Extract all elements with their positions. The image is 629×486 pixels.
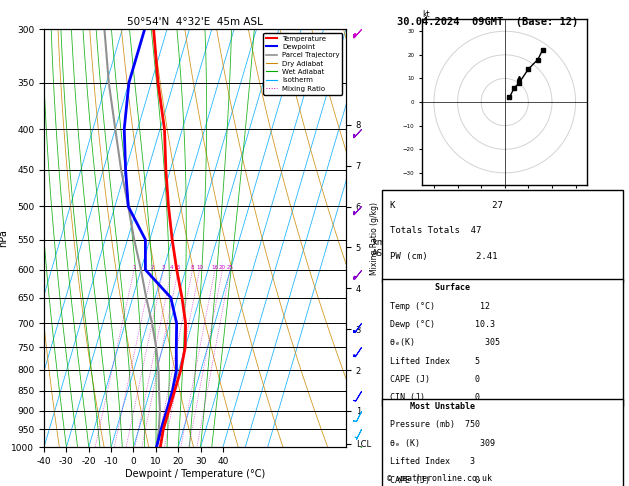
Text: θₑ (K)            309: θₑ (K) 309: [389, 439, 494, 448]
Text: 3: 3: [162, 265, 165, 270]
Legend: Temperature, Dewpoint, Parcel Trajectory, Dry Adiabat, Wet Adiabat, Isotherm, Mi: Temperature, Dewpoint, Parcel Trajectory…: [264, 33, 342, 95]
Text: 16: 16: [211, 265, 218, 270]
Text: Pressure (mb)  750: Pressure (mb) 750: [389, 420, 480, 429]
Text: PW (cm)         2.41: PW (cm) 2.41: [389, 252, 497, 261]
Text: K                  27: K 27: [389, 201, 503, 209]
Text: θₑ(K)              305: θₑ(K) 305: [389, 338, 499, 347]
Text: 25: 25: [226, 265, 233, 270]
Text: 1: 1: [132, 265, 136, 270]
Text: Surface: Surface: [389, 283, 470, 292]
Text: CIN (J)          0: CIN (J) 0: [389, 393, 480, 402]
Text: 20: 20: [219, 265, 226, 270]
Text: Most Unstable: Most Unstable: [389, 402, 475, 411]
Text: Totals Totals  47: Totals Totals 47: [389, 226, 481, 236]
Text: Dewp (°C)        10.3: Dewp (°C) 10.3: [389, 320, 494, 329]
Text: 5: 5: [177, 265, 180, 270]
Text: 2: 2: [150, 265, 154, 270]
FancyBboxPatch shape: [382, 279, 623, 406]
Text: Mixing Ratio (g/kg): Mixing Ratio (g/kg): [370, 202, 379, 275]
Text: CAPE (J)         0: CAPE (J) 0: [389, 375, 480, 384]
Text: Temp (°C)         12: Temp (°C) 12: [389, 301, 489, 311]
Text: Lifted Index     5: Lifted Index 5: [389, 357, 480, 365]
Y-axis label: hPa: hPa: [0, 229, 9, 247]
Text: 8: 8: [191, 265, 194, 270]
Text: © weatheronline.co.uk: © weatheronline.co.uk: [387, 474, 492, 483]
Text: 4: 4: [170, 265, 174, 270]
Text: CAPE (J)         0: CAPE (J) 0: [389, 476, 480, 485]
Title: 50°54'N  4°32'E  45m ASL: 50°54'N 4°32'E 45m ASL: [127, 17, 263, 27]
Text: 30.04.2024  09GMT  (Base: 12): 30.04.2024 09GMT (Base: 12): [397, 17, 578, 27]
X-axis label: Dewpoint / Temperature (°C): Dewpoint / Temperature (°C): [125, 469, 265, 479]
Text: 10: 10: [196, 265, 203, 270]
Text: Lifted Index    3: Lifted Index 3: [389, 457, 475, 466]
Y-axis label: km
ASL: km ASL: [372, 238, 388, 258]
FancyBboxPatch shape: [382, 190, 623, 282]
FancyBboxPatch shape: [382, 399, 623, 486]
Text: kt: kt: [422, 10, 430, 19]
